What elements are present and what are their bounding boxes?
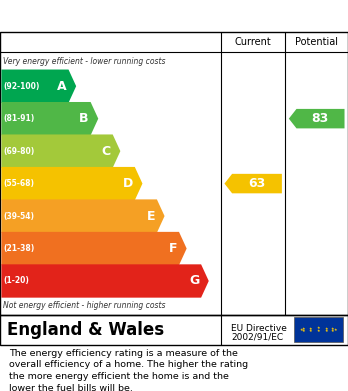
Text: ★: ★ bbox=[308, 326, 312, 330]
Text: G: G bbox=[189, 274, 199, 287]
Text: C: C bbox=[102, 145, 111, 158]
Polygon shape bbox=[1, 232, 187, 265]
Polygon shape bbox=[1, 102, 98, 135]
Text: ★: ★ bbox=[333, 328, 337, 332]
Text: (21-38): (21-38) bbox=[3, 244, 35, 253]
Polygon shape bbox=[1, 264, 209, 298]
Polygon shape bbox=[1, 135, 120, 168]
Polygon shape bbox=[289, 109, 345, 128]
Text: ★: ★ bbox=[325, 326, 329, 330]
Text: ★: ★ bbox=[302, 328, 306, 332]
Polygon shape bbox=[1, 167, 142, 200]
Text: 2002/91/EC: 2002/91/EC bbox=[231, 333, 284, 342]
Text: ★: ★ bbox=[308, 329, 312, 333]
Text: ★: ★ bbox=[331, 328, 335, 332]
Text: (81-91): (81-91) bbox=[3, 114, 35, 123]
Text: D: D bbox=[123, 177, 133, 190]
Bar bbox=[294, 317, 343, 343]
Text: ★: ★ bbox=[300, 328, 303, 332]
Text: B: B bbox=[79, 112, 89, 125]
Text: E: E bbox=[147, 210, 155, 222]
Text: England & Wales: England & Wales bbox=[7, 321, 164, 339]
Text: ★: ★ bbox=[302, 327, 306, 331]
Text: 83: 83 bbox=[311, 112, 329, 125]
Polygon shape bbox=[1, 70, 76, 103]
Text: (92-100): (92-100) bbox=[3, 82, 40, 91]
Text: ★: ★ bbox=[331, 327, 335, 331]
Text: (1-20): (1-20) bbox=[3, 276, 29, 285]
Polygon shape bbox=[224, 174, 282, 193]
Text: Potential: Potential bbox=[295, 37, 338, 47]
Text: Not energy efficient - higher running costs: Not energy efficient - higher running co… bbox=[3, 301, 165, 310]
Text: The energy efficiency rating is a measure of the
overall efficiency of a home. T: The energy efficiency rating is a measur… bbox=[9, 348, 248, 391]
Text: ★: ★ bbox=[325, 329, 329, 333]
Text: ★: ★ bbox=[317, 326, 320, 330]
Text: Very energy efficient - lower running costs: Very energy efficient - lower running co… bbox=[3, 57, 165, 66]
Text: ★: ★ bbox=[317, 329, 320, 333]
Text: (69-80): (69-80) bbox=[3, 147, 35, 156]
Text: Current: Current bbox=[235, 37, 271, 47]
Text: F: F bbox=[169, 242, 177, 255]
Text: 63: 63 bbox=[248, 177, 265, 190]
Text: (55-68): (55-68) bbox=[3, 179, 34, 188]
Text: A: A bbox=[57, 80, 67, 93]
Text: Energy Efficiency Rating: Energy Efficiency Rating bbox=[63, 9, 285, 23]
Text: EU Directive: EU Directive bbox=[231, 324, 287, 333]
Polygon shape bbox=[1, 199, 165, 233]
Text: (39-54): (39-54) bbox=[3, 212, 34, 221]
